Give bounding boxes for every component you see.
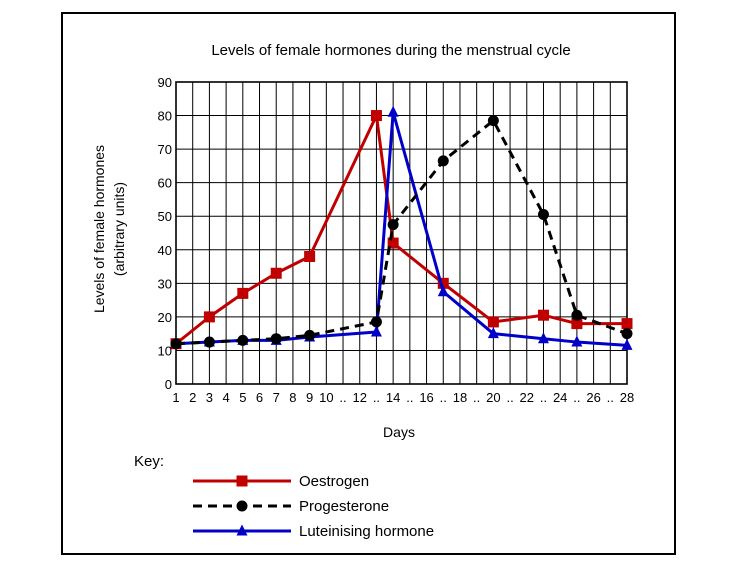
legend-item-luteinising-hormone: Luteinising hormone [193,523,434,540]
progesterone-point [437,155,449,167]
y-axis-label-line-1: Levels of female hormones [91,145,107,313]
x-tick-label: .. [440,390,447,405]
x-axis-label: Days [383,424,415,440]
x-tick-label: 5 [239,390,246,405]
luteinising-hormone-point [387,105,399,117]
x-tick-label: 20 [486,390,500,405]
legend-item-progesterone: Progesterone [193,498,389,515]
luteinising-hormone-point [437,285,449,297]
x-tick-label: 28 [620,390,634,405]
chart-title: Levels of female hormones during the men… [211,42,570,59]
x-tick-label: 6 [256,390,263,405]
progesterone-line [175,119,628,346]
y-tick-label: 80 [158,109,172,124]
x-tick-label: 2 [189,390,196,405]
progesterone-point [487,115,499,127]
luteinising-hormone-point [537,332,549,344]
legend-label-luteinising-hormone: Luteinising hormone [299,523,434,540]
y-axis-label-line-2: (arbitrary units) [111,182,127,276]
luteinising-hormone-point [621,338,633,350]
oestrogen-point [370,110,382,122]
luteinising-hormone-point [487,327,499,339]
oestrogen-point [237,287,249,299]
x-tick-label: 8 [289,390,296,405]
x-tick-label: 18 [453,390,467,405]
luteinising-hormone-point [571,335,583,347]
oestrogen-series [170,110,633,350]
hormone-line-chart: Levels of female hormones during the men… [91,42,634,540]
y-tick-label: 0 [165,377,172,392]
oestrogen-point [304,250,316,262]
x-tick-label: .. [406,390,413,405]
chart-frame: Levels of female hormones during the men… [61,12,676,555]
progesterone-series [170,115,633,350]
y-tick-label: 30 [158,276,172,291]
x-tick-label: .. [506,390,513,405]
progesterone-point [571,309,583,321]
x-tick-label: .. [473,390,480,405]
progesterone-point [387,219,399,231]
x-tick-label: 1 [172,390,179,405]
y-tick-label: 90 [158,75,172,90]
x-tick-label: 10 [319,390,333,405]
x-tick-label: .. [373,390,380,405]
data-series [170,105,633,350]
oestrogen-point [437,277,449,289]
y-tick-label: 50 [158,209,172,224]
x-tick-label: 3 [206,390,213,405]
y-tick-label: 70 [158,142,172,157]
x-tick-label: 14 [386,390,400,405]
luteinising-hormone-point [370,325,382,337]
y-tick-label: 20 [158,310,172,325]
x-tick-label: 7 [273,390,280,405]
oestrogen-point [571,318,583,330]
legend-label-progesterone: Progesterone [299,498,389,515]
x-tick-label: 12 [353,390,367,405]
oestrogen-point [537,309,549,321]
progesterone-point [621,328,633,340]
legend-item-oestrogen: Oestrogen [193,473,369,490]
y-tick-label: 60 [158,176,172,191]
x-tick-label: .. [573,390,580,405]
x-tick-label: 9 [306,390,313,405]
luteinising-hormone-line [175,110,628,347]
legend-label-oestrogen: Oestrogen [299,473,369,490]
y-axis-ticks: 0 10 20 30 40 50 60 70 80 90 [158,75,172,392]
luteinising-hormone-series [170,105,633,350]
plot-area-border [175,81,628,385]
oestrogen-point [203,311,215,323]
progesterone-point [203,336,215,348]
legend-marker-oestrogen [236,475,248,487]
legend-marker-progesterone [236,500,248,512]
x-tick-label: .. [607,390,614,405]
legend-marker-luteinising-hormone [236,524,248,536]
progesterone-point [237,334,249,346]
x-tick-label: .. [540,390,547,405]
x-tick-label: 4 [222,390,229,405]
oestrogen-point [387,237,399,249]
legend: Oestrogen Progesterone Luteinising hormone [193,473,434,540]
oestrogen-point [621,318,633,330]
y-tick-label: 40 [158,243,172,258]
x-tick-label: .. [339,390,346,405]
progesterone-point [170,338,182,350]
legend-title: Key: [134,453,164,470]
x-tick-label: 16 [419,390,433,405]
progesterone-point [537,209,549,221]
oestrogen-point [487,316,499,328]
progesterone-point [370,316,382,328]
x-tick-label: 26 [586,390,600,405]
x-axis-ticks: 1 2 3 4 5 6 7 8 9 10.. 12.. 14.. 16.. 18.. 20.. 22.. 24.… [172,390,634,405]
x-tick-label: 24 [553,390,567,405]
oestrogen-point [270,267,282,279]
oestrogen-line [175,114,627,345]
x-tick-label: 22 [520,390,534,405]
progesterone-point [304,329,316,341]
progesterone-point [270,333,282,345]
y-tick-label: 10 [158,343,172,358]
